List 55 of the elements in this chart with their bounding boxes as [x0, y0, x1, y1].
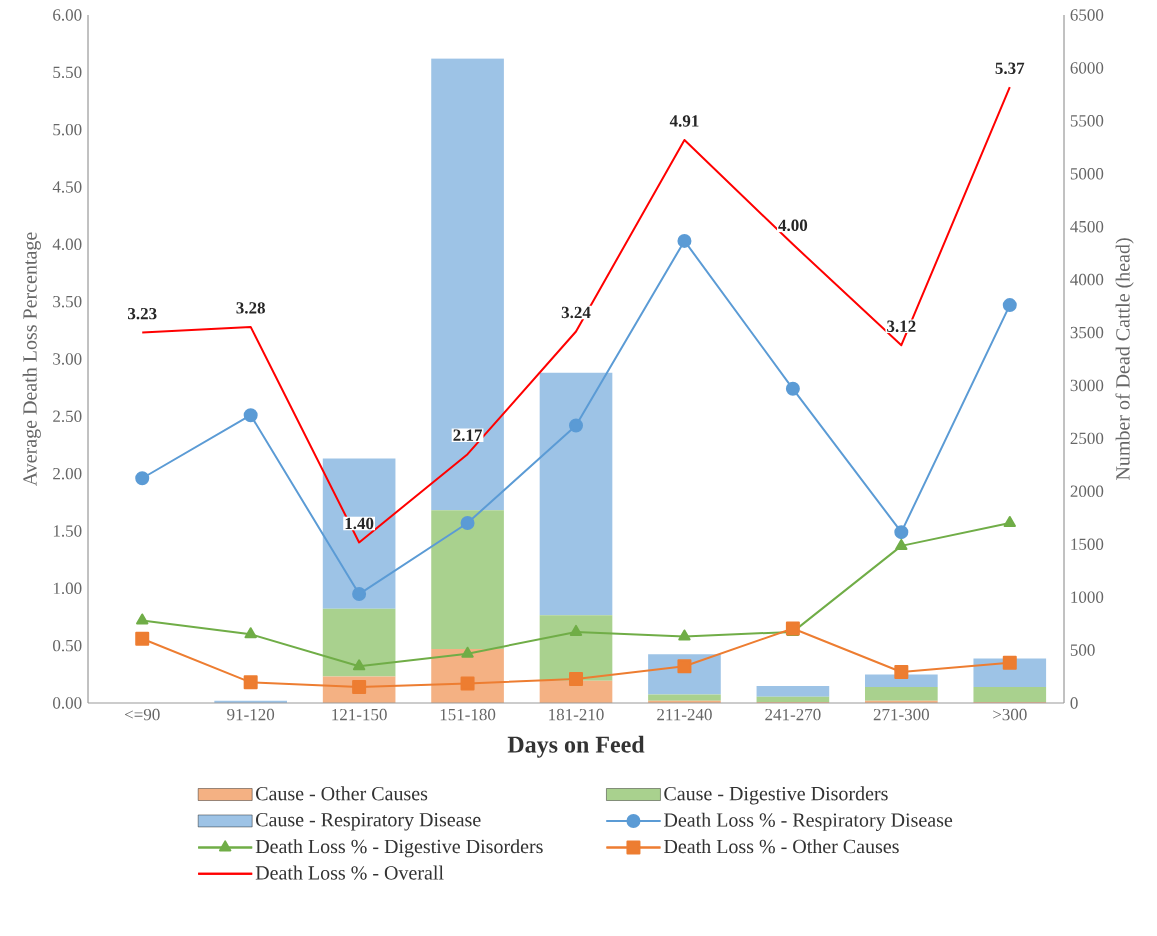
- x-tick-label: 211-240: [657, 708, 712, 721]
- data-label: 2.17: [453, 429, 483, 441]
- y2-tick-label: 5000: [1070, 168, 1104, 180]
- y-tick-label: 3.50: [53, 295, 82, 308]
- y2-tick-label: 3500: [1070, 326, 1104, 339]
- legend-label: Death Loss % - Respiratory Disease: [664, 812, 953, 831]
- y-tick-label: 5.00: [53, 123, 82, 136]
- x-tick-label: 271-300: [873, 708, 930, 721]
- y2-tick-label: 6000: [1070, 62, 1104, 74]
- y2-tick-label: 2000: [1070, 485, 1104, 498]
- y-tick-label: 1.00: [53, 582, 82, 595]
- x-tick-label: 121-150: [332, 708, 387, 721]
- y2-tick-label: 5500: [1070, 115, 1104, 127]
- y2-tick-label: 4000: [1070, 273, 1104, 286]
- y-tick-label: 4.00: [52, 238, 82, 251]
- y2-tick-label: 4500: [1070, 220, 1104, 233]
- y-tick-label: 3.00: [53, 353, 82, 365]
- data-label: 1.40: [345, 517, 374, 530]
- x-tick-label: 151-180: [440, 708, 496, 721]
- y-axis-title: Average Death Loss Percentage: [22, 232, 41, 487]
- y2-tick-label: 1000: [1071, 591, 1104, 603]
- y2-tick-label: 2500: [1070, 432, 1104, 445]
- x-tick-label: 241-270: [765, 708, 821, 721]
- data-label: 3.24: [561, 306, 591, 319]
- legend-label: Death Loss % - Overall: [255, 865, 444, 880]
- data-label: 3.23: [128, 307, 157, 320]
- y2-tick-label: 6500: [1070, 9, 1104, 21]
- data-label: 5.37: [995, 62, 1025, 75]
- y-tick-label: 6.00: [53, 9, 82, 21]
- x-tick-label: >300: [993, 708, 1027, 721]
- y-tick-label: 4.50: [52, 181, 82, 193]
- data-label: 4.91: [669, 115, 699, 127]
- legend-label: Cause - Respiratory Disease: [256, 813, 481, 831]
- legend-label: Cause - Digestive Disorders: [664, 786, 888, 805]
- x-tick-label: 181-210: [549, 708, 604, 721]
- x-axis-title: Days on Feed: [507, 735, 645, 758]
- data-label: 3.12: [887, 320, 916, 333]
- y-tick-label: 0.50: [53, 639, 82, 652]
- y2-tick-label: 0: [1070, 697, 1078, 709]
- y-tick-label: 1.50: [53, 525, 82, 537]
- x-tick-label: <=90: [124, 708, 160, 721]
- y-tick-label: 0.00: [53, 697, 82, 709]
- legend-label: Death Loss % - Digestive Disorders: [255, 839, 543, 858]
- x-tick-label: 91-120: [227, 708, 275, 721]
- y2-axis-title: Number of Dead Cattle (head): [1115, 238, 1134, 481]
- y2-tick-label: 500: [1070, 644, 1095, 656]
- legend-label: Cause - Other Causes: [256, 786, 428, 801]
- data-label: 4.00: [778, 219, 808, 232]
- y-tick-label: 2.00: [53, 467, 82, 480]
- data-label: 3.28: [236, 302, 265, 314]
- legend-label: Death Loss % - Other Causes: [664, 839, 899, 854]
- y2-tick-label: 3000: [1070, 379, 1104, 392]
- y-tick-label: 2.50: [53, 410, 82, 423]
- y2-tick-label: 1500: [1071, 538, 1104, 550]
- y-tick-label: 5.50: [53, 66, 82, 79]
